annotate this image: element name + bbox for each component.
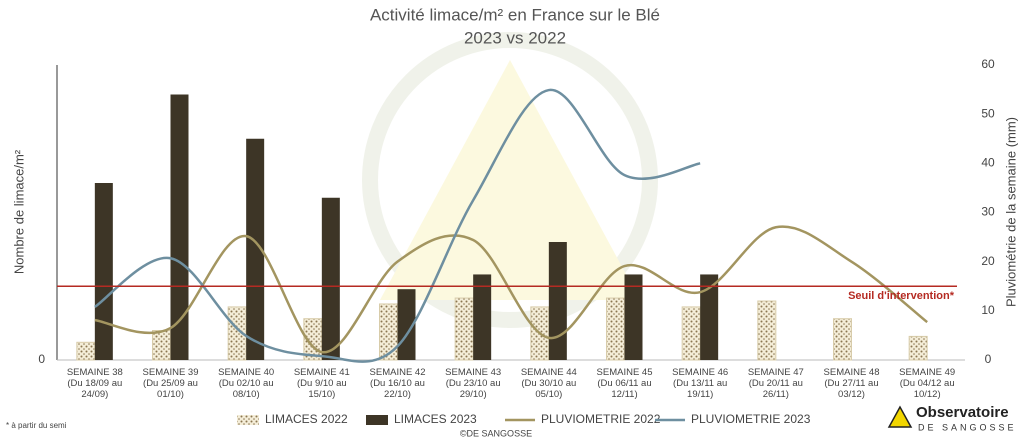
x-tick-label: SEMAINE 44 (Du 30/10 au 05/10) [521,367,577,400]
x-tick-label: SEMAINE 45 (Du 06/11 au 12/11) [597,367,653,400]
legend-label: LIMACES 2022 [265,412,348,426]
bar [379,303,398,361]
bar [833,318,852,361]
bar [246,138,265,360]
bar [908,335,928,361]
bar [170,94,189,360]
bar [548,242,567,360]
y2-tick-label: 0 [985,352,992,366]
x-tick-label: SEMAINE 49 (Du 04/12 au 10/12) [899,367,955,400]
legend-label: PLUVIOMETRIE 2023 [691,412,811,426]
credit: ©DE SANGOSSE [460,428,532,438]
y2-tick-label: 20 [981,254,995,268]
watermark [362,32,658,328]
line [94,225,928,354]
bar [473,274,492,360]
x-tick-label: SEMAINE 39 (Du 25/09 au 01/10) [143,367,199,400]
threshold-label: Seuil d'intervention* [848,290,955,302]
x-tick-label: SEMAINE 42 (Du 16/10 au 22/10) [370,367,426,400]
logo-name: Observatoire [916,404,1009,421]
logo-icon [887,405,913,428]
x-tick-label: SEMAINE 43 (Du 23/10 au 29/10) [445,367,501,400]
legend-label: PLUVIOMETRIE 2022 [541,412,661,426]
footnote: * à partir du semi [6,421,67,430]
bar [94,183,113,360]
x-tick-label: SEMAINE 47 (Du 20/11 au 26/11) [748,367,804,400]
legend-swatch [237,415,259,425]
logo-sub: DE SANGOSSE [918,422,1017,432]
bar [454,297,474,361]
y2-tick-label: 50 [981,106,995,120]
x-tick-label: SEMAINE 40 (Du 02/10 au 08/10) [218,367,274,400]
y-tick-label: 0 [38,352,45,366]
y2-tick-label: 40 [981,156,995,170]
bar [606,297,625,361]
y2-tick-label: 30 [981,205,995,219]
bar [700,274,719,360]
legend-swatch [366,415,388,425]
y2-tick-label: 10 [981,303,995,317]
chart-title: Activité limace/m² en France sur le Blé [370,5,660,24]
bar [76,341,96,361]
y2-axis-label: Pluviométrie de la semaine (mm) [1003,117,1018,307]
chart-subtitle: 2023 vs 2022 [464,28,566,47]
x-tick-label: SEMAINE 46 (Du 13/11 au 19/11) [672,367,728,400]
x-tick-label: SEMAINE 41 (Du 9/10 au 15/10) [294,367,350,400]
bar [624,274,643,360]
logo: Observatoire DE SANGOSSE [887,404,1017,432]
bar [321,197,340,360]
bar [681,306,701,361]
bar [757,300,777,361]
x-tick-label: SEMAINE 38 (Du 18/09 au 24/09) [67,367,123,400]
x-tick-label: SEMAINE 48 (Du 27/11 au 03/12) [824,367,880,400]
y2-tick-label: 60 [981,57,995,71]
legend-label: LIMACES 2023 [394,412,477,426]
bar [152,330,171,361]
y-axis-label: Nombre de limace/m² [11,149,26,274]
line [94,88,701,363]
